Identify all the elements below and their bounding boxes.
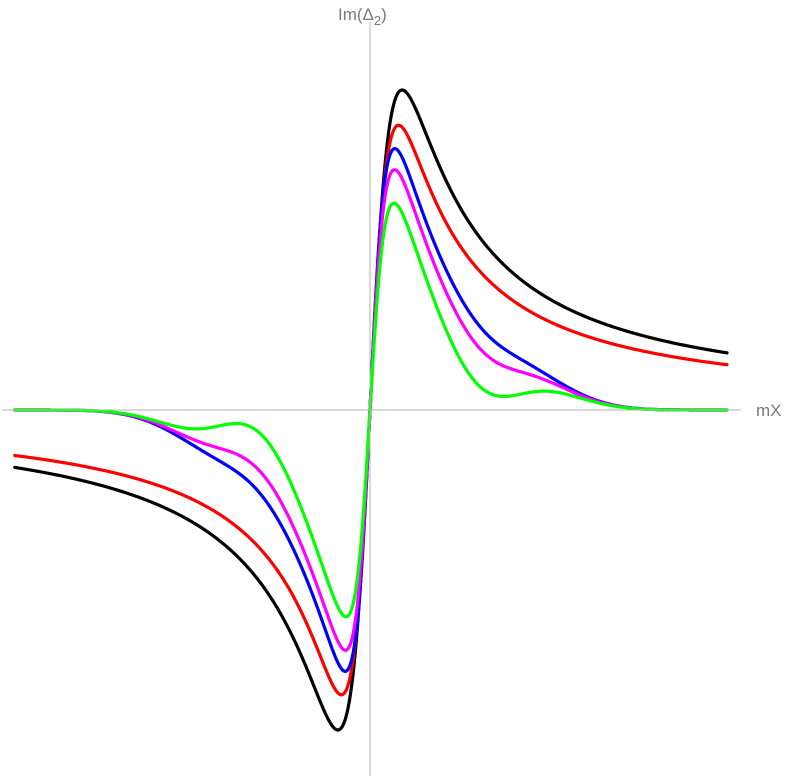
y-axis-label-subscript: 2 xyxy=(374,13,381,28)
y-axis-label: Im(Δ2) xyxy=(338,5,387,28)
y-axis-label-close: ) xyxy=(381,5,387,24)
y-axis-label-base: Im(Δ xyxy=(338,5,374,24)
x-axis-label: mX xyxy=(756,401,782,420)
series-layer xyxy=(13,88,729,732)
series-line-5 xyxy=(13,201,729,619)
